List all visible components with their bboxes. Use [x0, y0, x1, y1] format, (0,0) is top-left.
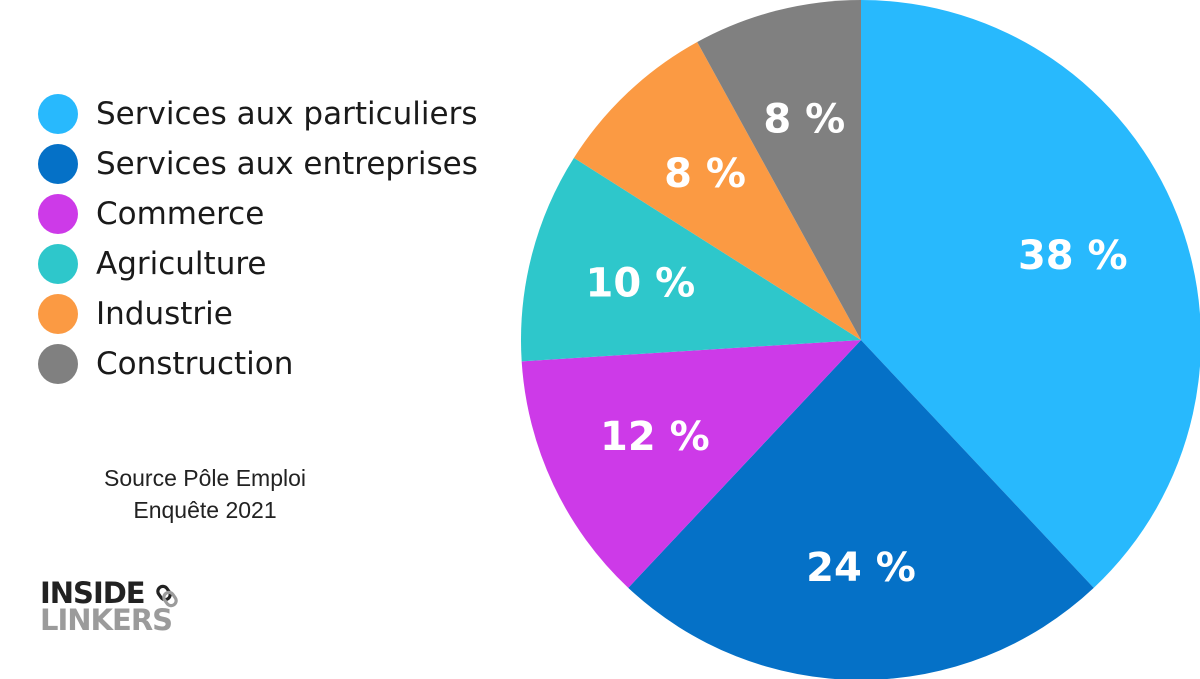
legend-label: Services aux particuliers — [96, 96, 478, 132]
slice-label: 10 % — [586, 260, 696, 306]
legend: Services aux particuliers Services aux e… — [38, 89, 478, 389]
legend-item: Commerce — [38, 189, 478, 239]
pie-slice — [628, 340, 1094, 679]
legend-swatch — [38, 194, 78, 234]
legend-item: Services aux particuliers — [38, 89, 478, 139]
slice-label: 8 % — [763, 96, 845, 142]
source-line: Source Pôle Emploi — [104, 465, 306, 491]
logo-line1: INSIDE — [40, 576, 146, 610]
slice-label: 8 % — [664, 151, 746, 197]
legend-item: Industrie — [38, 289, 478, 339]
legend-swatch — [38, 94, 78, 134]
slice-label: 12 % — [600, 414, 710, 460]
pie-slice — [697, 0, 861, 340]
legend-label: Agriculture — [96, 246, 267, 282]
logo-line2: LINKERS — [40, 603, 173, 637]
legend-swatch — [38, 344, 78, 384]
pie-slice — [521, 157, 861, 362]
slice-label: 24 % — [806, 545, 916, 591]
slice-label: 38 % — [1018, 233, 1128, 279]
legend-swatch — [38, 144, 78, 184]
pie-slice — [521, 340, 861, 588]
logo: INSIDE LINKERS — [40, 578, 190, 638]
source-year: Enquête 2021 — [133, 497, 277, 523]
legend-label: Commerce — [96, 196, 265, 232]
legend-swatch — [38, 294, 78, 334]
pie-slice — [573, 42, 861, 341]
legend-label: Services aux entreprises — [96, 146, 478, 182]
legend-item: Services aux entreprises — [38, 139, 478, 189]
legend-item: Construction — [38, 339, 478, 389]
legend-item: Agriculture — [38, 239, 478, 289]
legend-label: Industrie — [96, 296, 233, 332]
pie-slice — [861, 0, 1200, 588]
chain-link-icon — [156, 584, 178, 608]
legend-swatch — [38, 244, 78, 284]
source-note: Source Pôle Emploi Enquête 2021 — [60, 462, 350, 526]
legend-label: Construction — [96, 346, 294, 382]
